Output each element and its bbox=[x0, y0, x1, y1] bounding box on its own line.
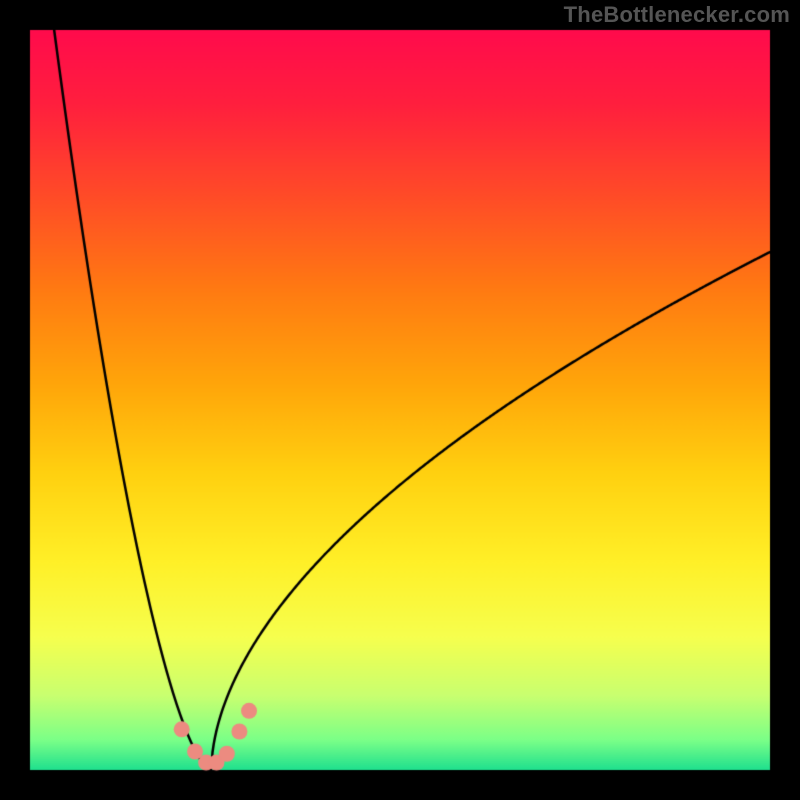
bottleneck-chart bbox=[0, 0, 800, 800]
